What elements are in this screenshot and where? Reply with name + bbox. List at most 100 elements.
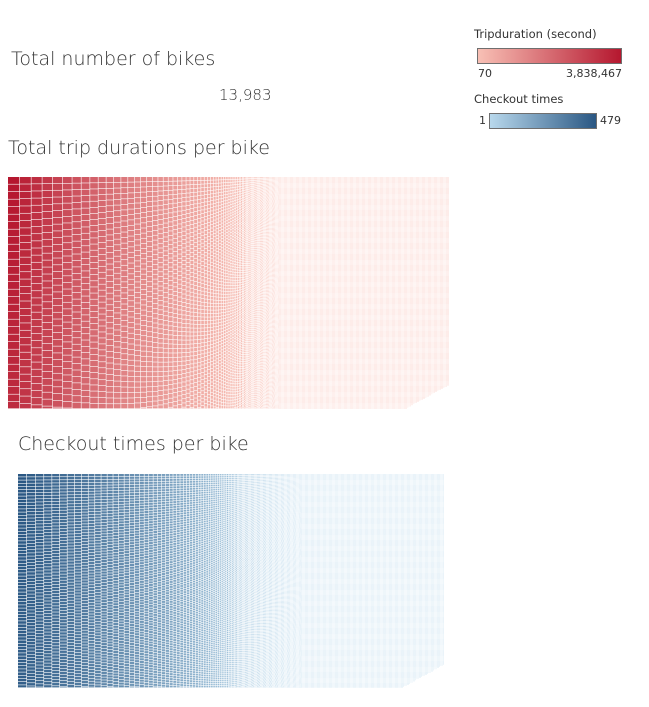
treemap-cell[interactable] [208,254,210,257]
treemap-cell[interactable] [114,222,121,227]
treemap-cell[interactable] [194,325,197,328]
treemap-cell[interactable] [264,317,265,318]
treemap-cell[interactable] [248,361,249,363]
treemap-cell[interactable] [228,237,229,239]
treemap-cell[interactable] [254,326,255,327]
treemap-cell[interactable] [264,247,265,248]
treemap-cell[interactable] [252,340,253,341]
treemap-cell[interactable] [198,381,201,384]
treemap-cell[interactable] [261,251,262,252]
treemap-cell[interactable] [232,251,233,253]
treemap-cell[interactable] [234,310,235,312]
treemap-cell[interactable] [236,379,237,381]
treemap-cell[interactable] [258,351,259,352]
treemap-cell[interactable] [216,336,218,339]
treemap-cell[interactable] [252,310,253,311]
treemap-cell[interactable] [243,299,244,301]
treemap-cell[interactable] [264,314,265,315]
treemap-cell[interactable] [258,369,259,370]
treemap-cell[interactable] [72,351,81,357]
treemap-cell[interactable] [245,288,246,290]
treemap-cell[interactable] [258,224,259,225]
treemap-cell[interactable] [254,278,255,279]
treemap-cell[interactable] [252,226,253,227]
treemap-cell[interactable] [8,200,19,207]
treemap-cell[interactable] [262,328,263,329]
treemap-cell[interactable] [243,301,244,303]
treemap-cell[interactable] [182,407,186,408]
treemap-cell[interactable] [201,343,204,346]
treemap-cell[interactable] [72,319,81,325]
treemap-cell[interactable] [253,183,254,184]
treemap-cell[interactable] [234,320,235,322]
treemap-cell[interactable] [254,388,255,389]
treemap-cell[interactable] [261,217,262,218]
treemap-cell[interactable] [128,355,134,360]
treemap-cell[interactable] [163,214,167,218]
treemap-cell[interactable] [264,393,265,394]
treemap-cell[interactable] [238,336,239,338]
treemap-cell[interactable] [106,346,113,351]
treemap-cell[interactable] [247,318,248,320]
treemap-cell[interactable] [194,297,197,300]
treemap-cell[interactable] [238,392,239,394]
treemap-cell[interactable] [163,330,167,334]
treemap-cell[interactable] [261,244,262,245]
treemap-cell[interactable] [253,273,254,274]
treemap-cell[interactable] [31,305,41,312]
treemap-cell[interactable] [214,310,216,313]
treemap-cell[interactable] [232,204,233,206]
treemap-cell[interactable] [243,275,244,277]
treemap-cell[interactable] [255,237,256,238]
treemap-cell[interactable] [241,278,242,280]
treemap-cell[interactable] [260,187,261,188]
treemap-cell[interactable] [260,182,261,183]
treemap-cell[interactable] [248,308,249,310]
treemap-cell[interactable] [158,229,163,233]
treemap-cell[interactable] [264,226,265,227]
treemap-cell[interactable] [178,220,182,224]
treemap-cell[interactable] [256,273,257,274]
treemap-cell[interactable] [63,217,72,223]
treemap-cell[interactable] [256,400,257,401]
treemap-cell[interactable] [205,267,208,270]
treemap-cell[interactable] [256,402,257,403]
treemap-cell[interactable] [261,392,262,393]
treemap-cell[interactable] [249,315,250,316]
treemap-cell[interactable] [252,381,253,382]
treemap-cell[interactable] [248,336,249,338]
treemap-cell[interactable] [241,271,242,273]
treemap-cell[interactable] [219,196,221,199]
treemap-cell[interactable] [241,263,242,265]
treemap-cell[interactable] [219,313,221,316]
treemap-cell[interactable] [260,326,261,327]
treemap-cell[interactable] [219,367,221,370]
treemap-cell[interactable] [264,404,265,405]
treemap-cell[interactable] [232,185,233,187]
treemap-cell[interactable] [201,295,204,298]
treemap-cell[interactable] [247,383,248,385]
treemap-cell[interactable] [262,394,263,395]
treemap-cell[interactable] [254,231,255,232]
treemap-cell[interactable] [240,295,241,297]
treemap-cell[interactable] [228,194,229,196]
treemap-cell[interactable] [262,274,263,275]
treemap-cell[interactable] [265,207,266,208]
treemap-cell[interactable] [208,198,210,201]
treemap-cell[interactable] [255,406,256,407]
treemap-cell[interactable] [224,261,226,263]
treemap-cell[interactable] [264,341,265,342]
treemap-cell[interactable] [238,230,239,232]
treemap-cell[interactable] [261,321,262,322]
treemap-cell[interactable] [240,305,241,307]
treemap-cell[interactable] [250,294,251,295]
treemap-cell[interactable] [182,311,186,315]
treemap-cell[interactable] [264,398,265,399]
treemap-cell[interactable] [232,379,233,381]
treemap-cell[interactable] [256,372,257,373]
treemap-cell[interactable] [147,402,152,406]
treemap-cell[interactable] [98,237,105,242]
treemap-cell[interactable] [20,404,31,409]
treemap-cell[interactable] [250,328,251,329]
treemap-cell[interactable] [248,245,249,247]
